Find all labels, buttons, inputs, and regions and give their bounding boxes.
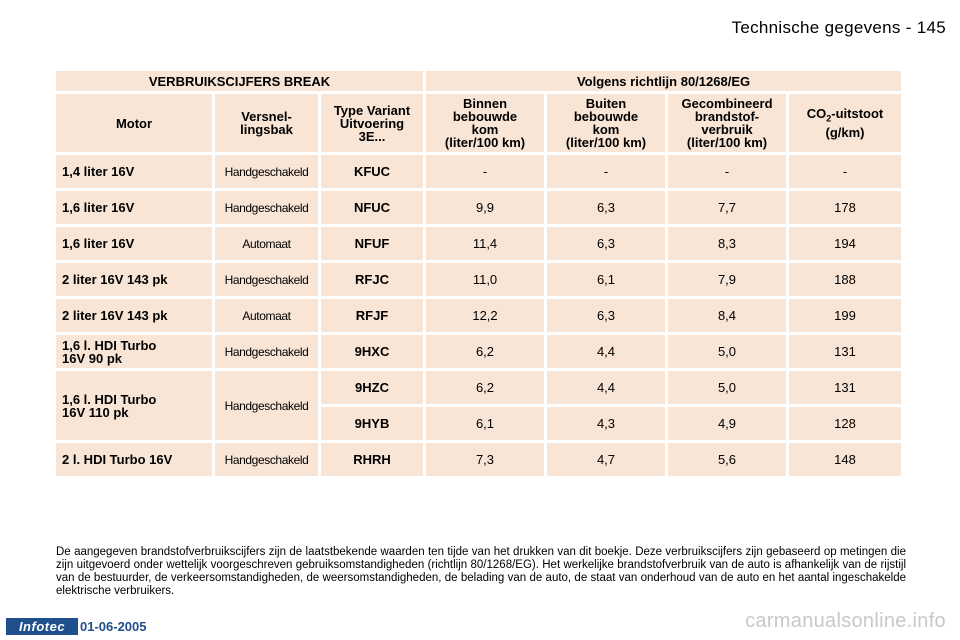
cell-combined: - [668,155,786,188]
group-header-right: Volgens richtlijn 80/1268/EG [426,71,902,91]
cell-co2: 188 [789,263,902,296]
cell-combined: 8,3 [668,227,786,260]
table-group-header: VERBRUIKSCIJFERS BREAK Volgens richtlijn… [56,71,902,91]
cell-co2: 178 [789,191,902,224]
cell-combined: 5,0 [668,335,786,368]
cell-gearbox: Handgeschakeld [215,443,318,476]
cell-urban: 12,2 [426,299,544,332]
cell-gearbox: Automaat [215,299,318,332]
cell-gearbox: Handgeschakeld [215,155,318,188]
cell-urban: 11,0 [426,263,544,296]
cell-urban: 11,4 [426,227,544,260]
cell-extra-urban: 6,3 [547,299,665,332]
table-row: 1,6 liter 16V Automaat NFUF 11,4 6,3 8,3… [56,227,902,260]
cell-gearbox: Handgeschakeld [215,335,318,368]
cell-gearbox: Handgeschakeld [215,263,318,296]
col-header-motor: Motor [56,94,212,152]
cell-co2: 131 [789,371,902,404]
cell-gearbox: Handgeschakeld [215,191,318,224]
cell-extra-urban: - [547,155,665,188]
watermark: carmanualsonline.info [745,610,946,632]
cell-urban: - [426,155,544,188]
table-column-header: Motor Versnel-lingsbak Type Variant Uitvo… [56,94,902,152]
cell-type: 9HXC [321,335,423,368]
consumption-table: VERBRUIKSCIJFERS BREAK Volgens richtlijn… [53,68,904,479]
cell-co2: 148 [789,443,902,476]
cell-type: 9HZC [321,371,423,404]
cell-motor: 2 l. HDI Turbo 16V [56,443,212,476]
cell-extra-urban: 4,7 [547,443,665,476]
cell-combined: 8,4 [668,299,786,332]
cell-type: NFUF [321,227,423,260]
cell-extra-urban: 4,3 [547,407,665,440]
table-row: 2 liter 16V 143 pk Handgeschakeld RFJC 1… [56,263,902,296]
cell-co2: 128 [789,407,902,440]
col-header-gearbox: Versnel-lingsbak [215,94,318,152]
table-row: 1,4 liter 16V Handgeschakeld KFUC - - - … [56,155,902,188]
table-row: 1,6 liter 16V Handgeschakeld NFUC 9,9 6,… [56,191,902,224]
cell-combined: 5,6 [668,443,786,476]
cell-co2: - [789,155,902,188]
cell-type: RHRH [321,443,423,476]
cell-type: NFUC [321,191,423,224]
cell-co2: 194 [789,227,902,260]
cell-urban: 9,9 [426,191,544,224]
cell-urban: 7,3 [426,443,544,476]
table-row: 2 liter 16V 143 pk Automaat RFJF 12,2 6,… [56,299,902,332]
cell-combined: 7,9 [668,263,786,296]
group-header-left: VERBRUIKSCIJFERS BREAK [56,71,423,91]
cell-type: RFJF [321,299,423,332]
cell-urban: 6,2 [426,371,544,404]
footnote-text: De aangegeven brandstofverbruikscijfers … [56,546,906,597]
cell-extra-urban: 6,1 [547,263,665,296]
col-header-co2: CO2-uitstoot (g/km) [789,94,902,152]
cell-motor: 1,4 liter 16V [56,155,212,188]
cell-motor: 1,6 liter 16V [56,227,212,260]
page-title: Technische gegevens - 145 [731,18,946,37]
cell-motor: 2 liter 16V 143 pk [56,299,212,332]
table-row: 1,6 l. HDI Turbo 16V 110 pk Handgeschakel… [56,371,902,440]
cell-gearbox: Handgeschakeld [215,371,318,440]
cell-motor: 1,6 l. HDI Turbo 16V 90 pk [56,335,212,368]
col-header-urban: Binnen bebouwde kom (liter/100 km) [426,94,544,152]
cell-extra-urban: 4,4 [547,371,665,404]
table-row: 1,6 l. HDI Turbo 16V 90 pk Handgeschakeld… [56,335,902,368]
cell-extra-urban: 4,4 [547,335,665,368]
cell-type: 9HYB [321,407,423,440]
cell-extra-urban: 6,3 [547,227,665,260]
cell-type: KFUC [321,155,423,188]
cell-co2: 199 [789,299,902,332]
cell-gearbox: Automaat [215,227,318,260]
col-header-type: Type Variant Uitvoering 3E... [321,94,423,152]
cell-combined: 5,0 [668,371,786,404]
cell-motor: 1,6 liter 16V [56,191,212,224]
infotec-logo: Infotec [6,618,78,635]
print-date: 01-06-2005 [80,619,147,634]
cell-type: RFJC [321,263,423,296]
col-header-combined: Gecombineerd brandstof-verbruik (liter/100… [668,94,786,152]
col-header-extra-urban: Buiten bebouwde kom (liter/100 km) [547,94,665,152]
cell-urban: 6,2 [426,335,544,368]
cell-urban: 6,1 [426,407,544,440]
cell-motor: 2 liter 16V 143 pk [56,263,212,296]
cell-co2: 131 [789,335,902,368]
cell-combined: 4,9 [668,407,786,440]
table-row: 9HYB 6,1 4,3 4,9 128 [56,407,902,440]
table-row: 2 l. HDI Turbo 16V Handgeschakeld RHRH 7… [56,443,902,476]
cell-combined: 7,7 [668,191,786,224]
cell-motor: 1,6 l. HDI Turbo 16V 110 pk [56,371,212,440]
cell-extra-urban: 6,3 [547,191,665,224]
